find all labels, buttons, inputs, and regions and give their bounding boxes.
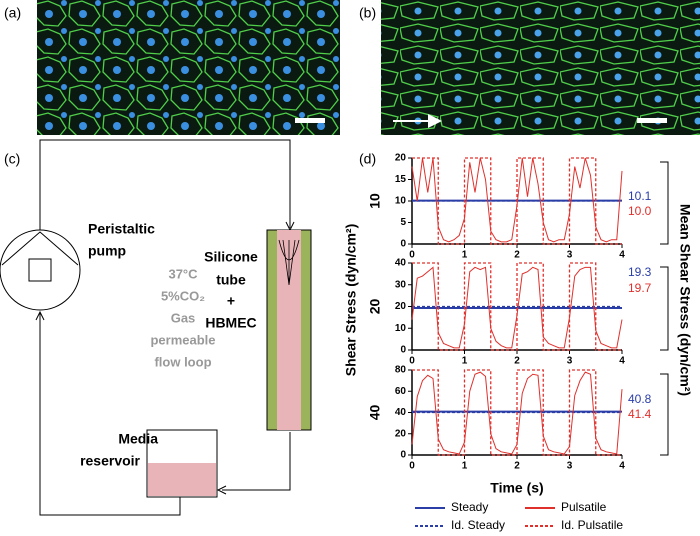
row-label: 20 xyxy=(367,299,383,315)
x-tick-label: 3 xyxy=(567,250,573,261)
label: reservoir xyxy=(80,453,140,469)
y-axis-label: Shear Stress (dyn/cm²) xyxy=(343,224,359,377)
series-line xyxy=(412,157,622,245)
x-tick-label: 2 xyxy=(514,356,520,367)
y2-axis-label: Mean Shear Stress (dyn/cm²) xyxy=(677,204,693,396)
y-tick-label: 10 xyxy=(395,196,407,207)
y-tick-label: 0 xyxy=(400,450,406,461)
scale-bar xyxy=(295,118,325,123)
micrograph xyxy=(381,0,700,135)
legend-label: Steady xyxy=(451,500,488,514)
label: + xyxy=(227,293,235,309)
legend-label: Pulsatile xyxy=(561,500,607,514)
label: Silicone xyxy=(204,249,258,265)
bracket xyxy=(660,161,669,245)
label: Peristaltic xyxy=(88,221,155,237)
legend-label: Id. Pulsatile xyxy=(561,518,623,532)
x-tick-label: 1 xyxy=(462,356,468,367)
y-tick-label: 0 xyxy=(400,239,406,250)
panel-label: (b) xyxy=(359,5,376,21)
y-tick-label: 60 xyxy=(395,386,407,397)
bracket xyxy=(660,373,669,456)
panel-label: (d) xyxy=(359,151,376,167)
label: HBMEC xyxy=(205,315,256,331)
x-tick-label: 0 xyxy=(409,461,415,472)
row-label: 40 xyxy=(367,405,383,421)
x-tick-label: 4 xyxy=(619,250,625,261)
medium xyxy=(148,463,216,496)
series-line xyxy=(412,369,622,456)
micrograph xyxy=(37,0,340,135)
x-tick-label: 0 xyxy=(409,250,415,261)
label: tube xyxy=(216,272,246,288)
y-tick-label: 20 xyxy=(395,301,407,312)
y-tick-label: 30 xyxy=(395,279,407,290)
y-tick-label: 20 xyxy=(395,153,407,164)
panel-label: (a) xyxy=(4,5,21,21)
label: 5%CO₂ xyxy=(161,288,205,303)
y-tick-label: 15 xyxy=(395,174,407,185)
arrow-head xyxy=(216,485,227,495)
row-label: 10 xyxy=(367,193,383,209)
label: Media xyxy=(118,431,158,447)
mean-label: 19.7 xyxy=(628,281,652,295)
x-tick-label: 2 xyxy=(514,461,520,472)
arrow-head xyxy=(35,310,45,321)
scale-bar xyxy=(637,118,667,123)
x-tick-label: 4 xyxy=(619,356,625,367)
y-tick-label: 10 xyxy=(395,323,407,334)
y-tick-label: 40 xyxy=(395,407,407,418)
mean-label: 41.4 xyxy=(628,407,652,421)
y-tick-label: 0 xyxy=(400,345,406,356)
label: 37°C xyxy=(168,266,198,281)
flow-arrow xyxy=(393,114,442,128)
flow-profile xyxy=(278,239,300,286)
x-tick-label: 2 xyxy=(514,250,520,261)
label: pump xyxy=(88,243,126,259)
y-tick-label: 80 xyxy=(395,365,407,376)
x-tick-label: 3 xyxy=(567,461,573,472)
panel-label: (c) xyxy=(4,151,20,167)
y-tick-label: 40 xyxy=(395,258,407,269)
y-tick-label: 20 xyxy=(395,428,407,439)
x-tick-label: 1 xyxy=(462,461,468,472)
legend-label: Id. Steady xyxy=(451,518,505,532)
x-tick-label: 0 xyxy=(409,356,415,367)
bracket xyxy=(660,266,669,351)
mean-label: 10.0 xyxy=(628,204,652,218)
label: Gas xyxy=(171,310,196,325)
y-tick-label: 5 xyxy=(400,217,406,228)
label: permeable xyxy=(150,332,215,347)
x-tick-label: 4 xyxy=(619,461,625,472)
mean-label: 19.3 xyxy=(628,265,652,279)
x-tick-label: 1 xyxy=(462,250,468,261)
x-axis-label: Time (s) xyxy=(490,480,543,496)
mean-label: 40.8 xyxy=(628,392,652,406)
label: flow loop xyxy=(154,354,211,369)
x-tick-label: 3 xyxy=(567,356,573,367)
flow-loop xyxy=(0,139,291,516)
mean-label: 10.1 xyxy=(628,189,652,203)
series-line xyxy=(412,262,622,351)
